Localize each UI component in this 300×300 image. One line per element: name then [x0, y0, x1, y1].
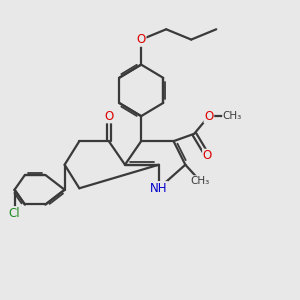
Text: O: O	[204, 110, 214, 123]
Text: O: O	[104, 110, 113, 123]
Text: NH: NH	[150, 182, 168, 195]
Text: CH₃: CH₃	[223, 111, 242, 121]
Text: O: O	[136, 33, 146, 46]
Text: O: O	[203, 149, 212, 162]
Text: Cl: Cl	[9, 207, 20, 220]
Text: CH₃: CH₃	[190, 176, 210, 186]
